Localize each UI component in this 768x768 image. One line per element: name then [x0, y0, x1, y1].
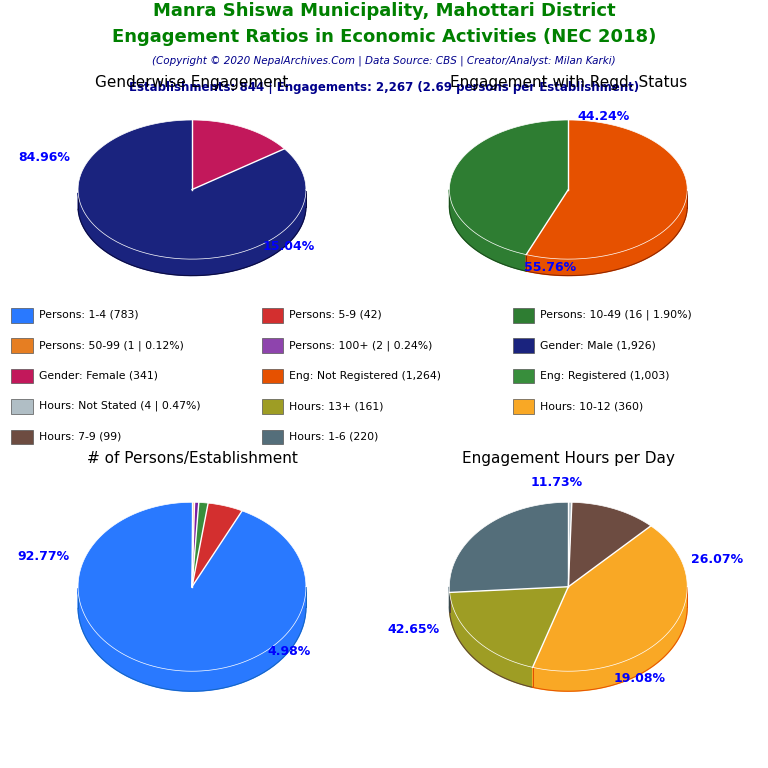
Text: Engagement Hours per Day: Engagement Hours per Day [462, 451, 675, 466]
Text: Genderwise Engagement: Genderwise Engagement [95, 75, 289, 90]
Text: Persons: 10-49 (16 | 1.90%): Persons: 10-49 (16 | 1.90%) [541, 310, 692, 320]
FancyBboxPatch shape [12, 339, 32, 353]
Text: 84.96%: 84.96% [18, 151, 70, 164]
Polygon shape [192, 502, 199, 587]
FancyBboxPatch shape [263, 339, 283, 353]
Text: Hours: 1-6 (220): Hours: 1-6 (220) [290, 432, 379, 442]
Text: Engagement with Regd. Status: Engagement with Regd. Status [450, 75, 687, 90]
Text: Engagement Ratios in Economic Activities (NEC 2018): Engagement Ratios in Economic Activities… [112, 28, 656, 45]
Text: # of Persons/Establishment: # of Persons/Establishment [87, 451, 297, 466]
Text: Eng: Not Registered (1,264): Eng: Not Registered (1,264) [290, 371, 442, 381]
Text: Persons: 5-9 (42): Persons: 5-9 (42) [290, 310, 382, 320]
Polygon shape [526, 191, 687, 276]
Text: Establishments: 844 | Engagements: 2,267 (2.69 persons per Establishment): Establishments: 844 | Engagements: 2,267… [129, 81, 639, 94]
Polygon shape [449, 120, 568, 255]
Text: 92.77%: 92.77% [18, 550, 70, 562]
Polygon shape [533, 588, 687, 691]
Text: 26.07%: 26.07% [691, 553, 743, 565]
FancyBboxPatch shape [263, 430, 283, 444]
Polygon shape [450, 587, 568, 667]
Polygon shape [450, 592, 533, 687]
Polygon shape [192, 502, 194, 587]
Polygon shape [78, 120, 306, 259]
FancyBboxPatch shape [12, 399, 32, 414]
Text: (Copyright © 2020 NepalArchives.Com | Data Source: CBS | Creator/Analyst: Milan : (Copyright © 2020 NepalArchives.Com | Da… [152, 55, 616, 66]
Polygon shape [449, 190, 526, 271]
Text: 15.04%: 15.04% [263, 240, 315, 253]
FancyBboxPatch shape [513, 339, 535, 353]
Text: 11.73%: 11.73% [531, 476, 582, 488]
Text: 44.24%: 44.24% [578, 110, 630, 123]
Polygon shape [192, 120, 284, 190]
Text: Persons: 50-99 (1 | 0.12%): Persons: 50-99 (1 | 0.12%) [38, 340, 184, 351]
Polygon shape [568, 502, 572, 587]
Text: Hours: 7-9 (99): Hours: 7-9 (99) [38, 432, 121, 442]
Polygon shape [526, 120, 687, 259]
FancyBboxPatch shape [263, 399, 283, 414]
Text: Hours: 10-12 (360): Hours: 10-12 (360) [541, 401, 644, 411]
Text: 42.65%: 42.65% [388, 624, 440, 636]
Polygon shape [533, 526, 687, 671]
Polygon shape [78, 502, 306, 671]
FancyBboxPatch shape [513, 399, 535, 414]
FancyBboxPatch shape [12, 430, 32, 444]
Polygon shape [192, 503, 242, 587]
FancyBboxPatch shape [12, 308, 32, 323]
Polygon shape [192, 502, 193, 587]
Text: Persons: 100+ (2 | 0.24%): Persons: 100+ (2 | 0.24%) [290, 340, 433, 351]
Text: Eng: Registered (1,003): Eng: Registered (1,003) [541, 371, 670, 381]
Text: Gender: Female (341): Gender: Female (341) [38, 371, 157, 381]
Text: Persons: 1-4 (783): Persons: 1-4 (783) [38, 310, 138, 320]
Polygon shape [449, 502, 568, 592]
Polygon shape [78, 587, 306, 691]
Text: 55.76%: 55.76% [525, 261, 577, 274]
Text: Hours: Not Stated (4 | 0.47%): Hours: Not Stated (4 | 0.47%) [38, 401, 200, 412]
Polygon shape [192, 502, 208, 587]
FancyBboxPatch shape [263, 369, 283, 383]
FancyBboxPatch shape [513, 369, 535, 383]
Text: Hours: 13+ (161): Hours: 13+ (161) [290, 401, 384, 411]
FancyBboxPatch shape [263, 308, 283, 323]
Polygon shape [568, 502, 650, 587]
FancyBboxPatch shape [12, 369, 32, 383]
Text: 19.08%: 19.08% [614, 673, 666, 685]
Polygon shape [78, 191, 306, 276]
FancyBboxPatch shape [513, 308, 535, 323]
Text: Manra Shiswa Municipality, Mahottari District: Manra Shiswa Municipality, Mahottari Dis… [153, 2, 615, 20]
Text: 4.98%: 4.98% [267, 645, 310, 657]
Text: Gender: Male (1,926): Gender: Male (1,926) [541, 340, 656, 350]
